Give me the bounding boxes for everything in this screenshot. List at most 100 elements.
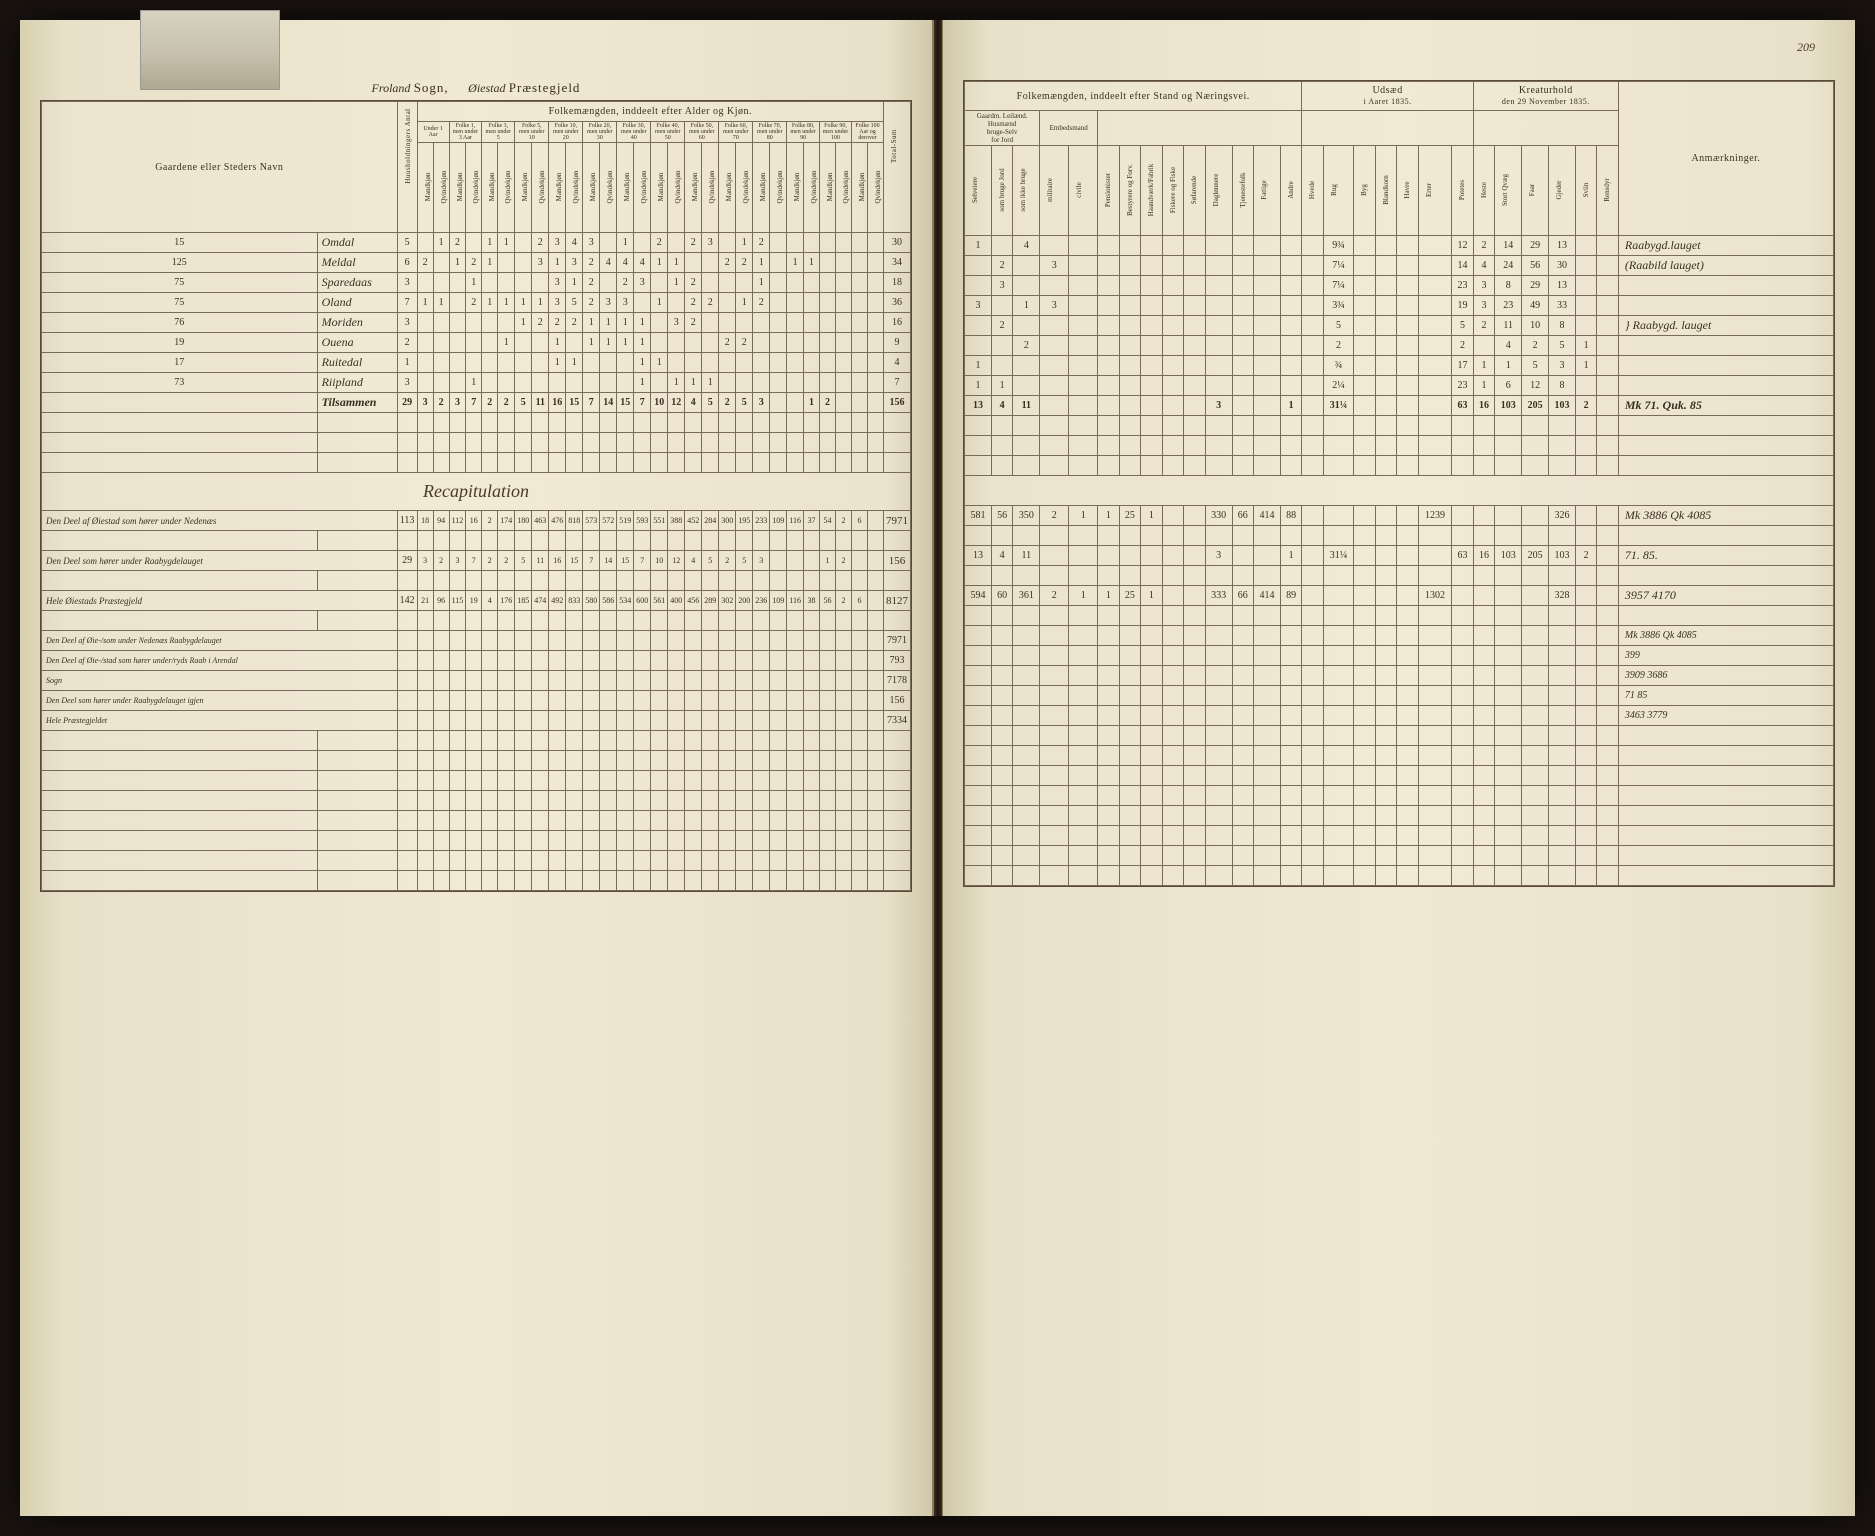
cell	[1575, 236, 1597, 256]
cell: 1	[1473, 376, 1495, 396]
cell	[498, 373, 515, 393]
place-name: Ouena	[317, 333, 397, 353]
cell	[1069, 316, 1098, 336]
cell: 1	[482, 293, 498, 313]
cell: 6	[1495, 376, 1522, 396]
gender-header: Qvindekjøn	[566, 143, 583, 233]
right-col-header: Heste	[1473, 146, 1495, 236]
cell: 103	[1549, 396, 1576, 416]
cell	[1597, 236, 1619, 256]
households: 3	[397, 273, 417, 293]
age-group-header: Folke 80, men under 90	[787, 122, 820, 143]
right-col-header: Gjeder	[1549, 146, 1576, 236]
cell: 2	[753, 293, 770, 313]
cell: 11	[532, 393, 549, 413]
households: 29	[397, 393, 417, 413]
row-total: 7	[884, 373, 911, 393]
cell: 1	[617, 313, 634, 333]
gender-header: Qvindekjøn	[600, 143, 617, 233]
cell	[719, 293, 736, 313]
cell: 25	[1119, 506, 1141, 526]
cell: 9¾	[1323, 236, 1353, 256]
gender-header: Mandkjøn	[787, 143, 804, 233]
cell	[1418, 236, 1452, 256]
cell	[836, 273, 852, 293]
cell: 3	[1205, 396, 1232, 416]
sogn-name: Froland	[372, 81, 411, 95]
cell	[600, 273, 617, 293]
cell	[770, 393, 787, 413]
cell	[482, 273, 498, 293]
cell: 3	[634, 273, 651, 293]
gender-header: Qvindekjøn	[498, 143, 515, 233]
cell	[820, 373, 836, 393]
cell	[417, 353, 433, 373]
cell	[787, 273, 804, 293]
cell	[804, 373, 820, 393]
age-group-header: Folke 20, men under 30	[583, 122, 617, 143]
cell	[1375, 376, 1397, 396]
age-group-header: Folke 50, men under 60	[685, 122, 719, 143]
cell	[482, 313, 498, 333]
cell	[787, 293, 804, 313]
cell	[852, 353, 868, 373]
cell	[1397, 336, 1419, 356]
cell	[1397, 296, 1419, 316]
age-group-header: Folke 40, men under 50	[651, 122, 685, 143]
recap-row: Hele Øiestads Præstegjeld142219611519417…	[42, 591, 911, 611]
cell	[1141, 296, 1163, 316]
cell	[1302, 236, 1324, 256]
cell: 1	[433, 293, 449, 313]
cell	[1205, 316, 1232, 336]
cell: 2	[1473, 236, 1495, 256]
cell: 13	[1549, 276, 1576, 296]
blank-row	[42, 413, 911, 433]
cell	[1162, 546, 1184, 566]
cell	[702, 253, 719, 273]
cell	[1495, 506, 1522, 526]
cell	[1597, 396, 1619, 416]
cell	[1069, 376, 1098, 396]
recap-lower-row: Den Deel som hører under Raabygdelauget …	[42, 691, 911, 711]
prestegjeld-label: Præstegjeld	[509, 80, 581, 95]
cell	[868, 253, 884, 273]
row-number: 73	[42, 373, 318, 393]
households: 1	[397, 353, 417, 373]
cell	[1354, 506, 1376, 526]
cell	[1575, 276, 1597, 296]
cell	[1254, 356, 1281, 376]
sub-blank	[1098, 111, 1302, 146]
gender-header: Mandkjøn	[417, 143, 433, 233]
right-col-header: Blandkorn	[1375, 146, 1397, 236]
gender-header: Mandkjøn	[449, 143, 466, 233]
cell: 1	[1098, 506, 1120, 526]
cell	[787, 333, 804, 353]
cell	[583, 373, 600, 393]
cell	[965, 276, 992, 296]
cell: 103	[1495, 546, 1522, 566]
cell	[1162, 296, 1184, 316]
cell	[1418, 356, 1452, 376]
cell	[532, 273, 549, 293]
gender-header: Qvindekjøn	[736, 143, 753, 233]
cell: 1	[566, 273, 583, 293]
recap-name: Den Deel af Øiestad som hører under Nede…	[42, 511, 398, 531]
cell	[433, 353, 449, 373]
cell: 3	[1040, 256, 1069, 276]
cell	[1069, 236, 1098, 256]
cell	[1575, 506, 1597, 526]
cell: 30	[1549, 256, 1576, 276]
cell	[1575, 316, 1597, 336]
cell: 3	[417, 393, 433, 413]
right-col-header: Rensdyr	[1597, 146, 1619, 236]
gender-header: Qvindekjøn	[433, 143, 449, 233]
place-name: Tilsammen	[317, 393, 397, 413]
cell: 2	[583, 273, 600, 293]
row-number: 19	[42, 333, 318, 353]
right-col-header: Stort Qvæg	[1495, 146, 1522, 236]
cell	[702, 313, 719, 333]
cell: 1	[449, 253, 466, 273]
cell	[1162, 316, 1184, 336]
cell	[668, 233, 685, 253]
cell	[600, 353, 617, 373]
